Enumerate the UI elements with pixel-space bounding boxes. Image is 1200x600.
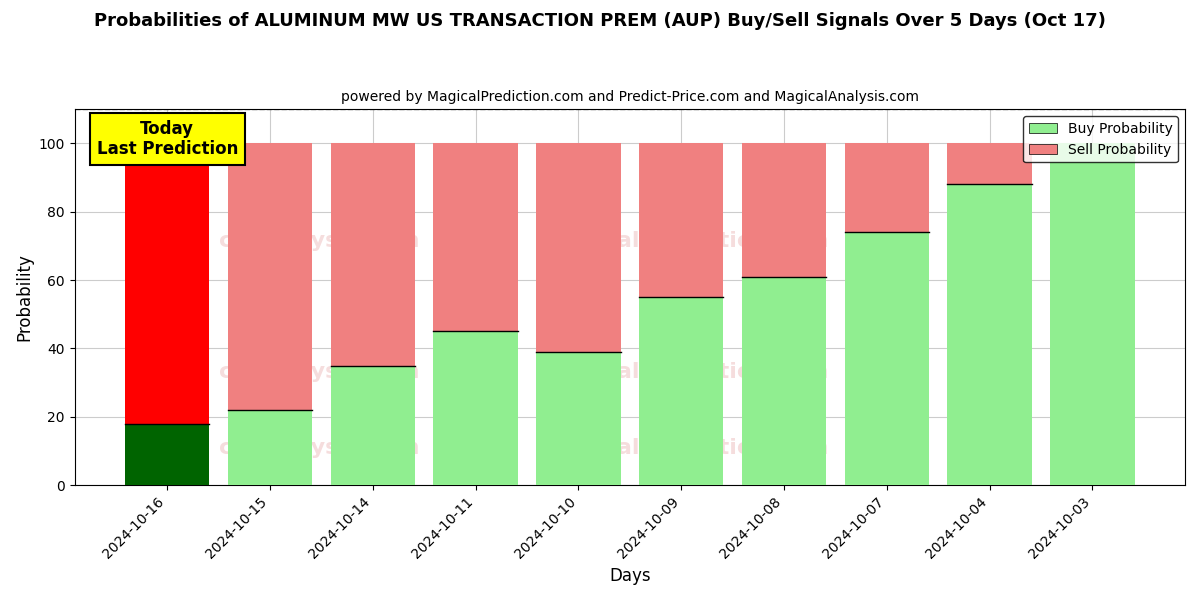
Bar	[433, 143, 517, 331]
Bar	[331, 143, 415, 365]
Bar	[331, 365, 415, 485]
Bar	[845, 232, 929, 485]
Bar	[845, 143, 929, 232]
Bar	[536, 352, 620, 485]
Legend: Buy Probability, Sell Probability: Buy Probability, Sell Probability	[1024, 116, 1178, 163]
Bar	[228, 410, 312, 485]
Title: powered by MagicalPrediction.com and Predict-Price.com and MagicalAnalysis.com: powered by MagicalPrediction.com and Pre…	[341, 90, 919, 104]
Bar	[1050, 143, 1134, 485]
Y-axis label: Probability: Probability	[16, 253, 34, 341]
Bar	[742, 143, 826, 277]
Bar	[640, 297, 724, 485]
Bar	[742, 277, 826, 485]
Text: calAnalysis.com: calAnalysis.com	[218, 231, 419, 251]
Text: calAnalysis.com: calAnalysis.com	[218, 362, 419, 382]
Bar	[536, 143, 620, 352]
Bar	[948, 184, 1032, 485]
X-axis label: Days: Days	[610, 567, 650, 585]
Text: calAnalysis.com: calAnalysis.com	[218, 437, 419, 458]
Text: Probabilities of ALUMINUM MW US TRANSACTION PREM (AUP) Buy/Sell Signals Over 5 D: Probabilities of ALUMINUM MW US TRANSACT…	[94, 12, 1106, 30]
Text: Today
Last Prediction: Today Last Prediction	[96, 119, 238, 158]
Bar	[125, 424, 210, 485]
Bar	[125, 143, 210, 424]
Bar	[228, 143, 312, 410]
Bar	[640, 143, 724, 297]
Bar	[948, 143, 1032, 184]
Text: MagicalPrediction.com: MagicalPrediction.com	[542, 362, 828, 382]
Text: MagicalPrediction.com: MagicalPrediction.com	[542, 437, 828, 458]
Text: MagicalPrediction.com: MagicalPrediction.com	[542, 231, 828, 251]
Bar	[433, 331, 517, 485]
